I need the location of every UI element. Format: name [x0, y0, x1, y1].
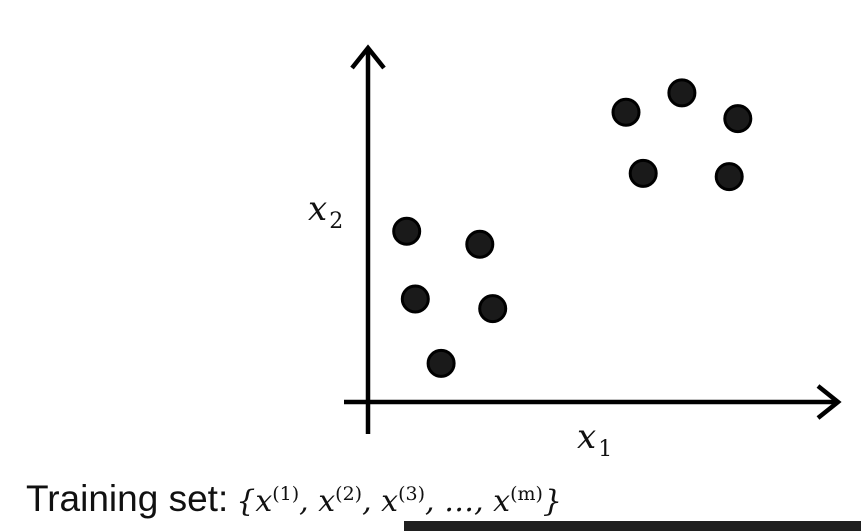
- formula-superscript: (3): [398, 483, 425, 505]
- data-point-10: [714, 162, 744, 192]
- subtitle-bar: [404, 521, 861, 531]
- formula-term-3: x(3): [381, 483, 425, 519]
- data-point-7: [667, 78, 697, 108]
- caption-label: Training set:: [26, 478, 229, 519]
- x-axis-label-subscript: 1: [598, 437, 612, 462]
- formula-ellipsis: …: [444, 484, 475, 519]
- data-point-3: [400, 284, 430, 314]
- y-axis-arrowhead: [350, 44, 386, 70]
- formula-term-m: x(m): [493, 483, 543, 519]
- formula-superscript: (1): [272, 483, 300, 505]
- data-point-8: [723, 104, 753, 134]
- x-axis: [344, 384, 842, 420]
- data-points: [392, 78, 753, 378]
- y-axis: [350, 44, 386, 434]
- y-axis-label-subscript: 2: [329, 209, 343, 234]
- x-axis-label: x1: [577, 417, 612, 462]
- formula-variable: x: [255, 484, 273, 519]
- formula-superscript: (m): [510, 483, 543, 505]
- formula-variable: x: [493, 484, 511, 519]
- formula-variable: x: [318, 484, 336, 519]
- data-point-9: [628, 158, 658, 188]
- subtitle-text: · · · · · · ·: [520, 521, 618, 531]
- formula-superscript: (2): [335, 483, 363, 505]
- training-set-caption: Training set: {x(1), x(2), x(3), …, x(m)}: [26, 478, 562, 520]
- data-point-4: [478, 294, 508, 324]
- data-point-2: [465, 229, 495, 259]
- formula-term-1: x(1): [255, 483, 300, 519]
- data-point-6: [611, 97, 641, 127]
- data-point-1: [392, 216, 422, 246]
- formula-variable: x: [381, 484, 399, 519]
- formula-term-2: x(2): [318, 483, 363, 519]
- data-point-5: [426, 348, 456, 378]
- x-axis-arrowhead: [816, 384, 842, 420]
- y-axis-label: x2: [308, 189, 343, 234]
- caption-formula: {x(1), x(2), x(3), …, x(m)}: [236, 483, 563, 519]
- formula-close-brace: }: [542, 484, 563, 519]
- formula-open-brace: {: [236, 484, 256, 519]
